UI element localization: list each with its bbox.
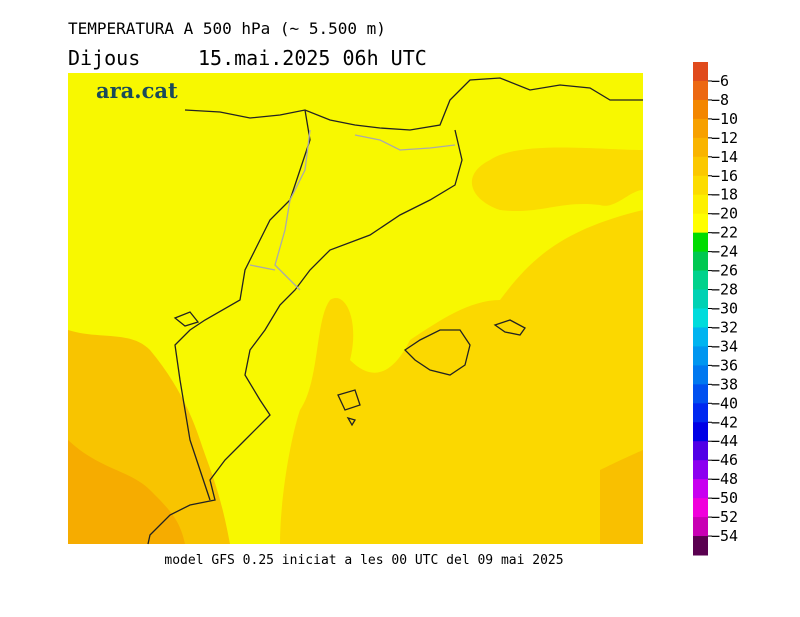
colorbar-segment: [693, 365, 708, 385]
colorbar-label: −12: [711, 129, 738, 147]
colorbar-segment: [693, 403, 708, 423]
colorbar-label: −38: [711, 375, 738, 393]
colorbar-label: −50: [711, 489, 738, 507]
day: Dijous: [68, 46, 140, 70]
colorbar-label: −6: [711, 72, 729, 90]
colorbar-segment: [693, 175, 708, 196]
colorbar-segment: [693, 498, 708, 518]
coastline: [147, 77, 643, 545]
colorbar-label: −8: [711, 91, 729, 109]
title: TEMPERATURA A 500 hPa (~ 5.500 m): [68, 19, 386, 38]
border: [249, 129, 456, 291]
colorbar-segment: [693, 156, 708, 177]
colorbar-segment: [693, 62, 708, 82]
colorbar-segment: [693, 232, 708, 253]
colorbar-segment: [693, 479, 708, 499]
field-area: [471, 147, 643, 212]
colorbar-segment: [693, 460, 708, 480]
colorbar-label: −28: [711, 281, 738, 299]
colorbar-segment: [693, 536, 708, 556]
field-area: [280, 210, 643, 544]
map: ara.cat: [68, 73, 643, 545]
colorbar-segment: [693, 80, 708, 101]
colorbar-segment: [693, 289, 708, 309]
colorbar-label: −30: [711, 300, 738, 318]
colorbar-label: −18: [711, 186, 738, 204]
colorbar-label: −24: [711, 243, 738, 261]
colorbar-label: −44: [711, 432, 738, 450]
field-area: [600, 450, 643, 544]
footer: model GFS 0.25 iniciat a les 00 UTC del …: [164, 553, 563, 568]
colorbar-segment: [693, 99, 708, 120]
colorbar-segment: [693, 327, 708, 347]
colorbar-label: −46: [711, 451, 738, 469]
colorbar-segment: [693, 118, 708, 139]
colorbar-label: −32: [711, 318, 738, 336]
colorbar-segment: [693, 517, 708, 537]
colorbar-label: −34: [711, 337, 738, 355]
colorbar-segment: [693, 422, 708, 442]
colorbar-segment: [693, 194, 708, 215]
field-area: [68, 440, 185, 544]
colorbar-label: −40: [711, 394, 738, 412]
colorbar-label: −14: [711, 148, 738, 166]
colorbar-segment: [693, 270, 708, 291]
colorbar-segment: [693, 384, 708, 404]
colorbar: −6−8−10−12−14−16−18−20−22−24−26−28−30−32…: [693, 62, 738, 556]
colorbar-segment: [693, 251, 708, 272]
colorbar-segment: [693, 308, 708, 328]
colorbar-segment: [693, 346, 708, 366]
colorbar-label: −20: [711, 205, 738, 223]
colorbar-label: −42: [711, 413, 738, 431]
colorbar-label: −10: [711, 110, 738, 128]
colorbar-segment: [693, 213, 708, 234]
logo: ara.cat: [96, 78, 178, 103]
colorbar-label: −54: [711, 527, 738, 545]
colorbar-label: −48: [711, 470, 738, 488]
colorbar-label: −16: [711, 167, 738, 185]
colorbar-label: −52: [711, 508, 738, 526]
colorbar-label: −22: [711, 224, 738, 242]
colorbar-segment: [693, 137, 708, 158]
colorbar-segment: [693, 441, 708, 461]
colorbar-label: −36: [711, 356, 738, 374]
colorbar-label: −26: [711, 262, 738, 280]
datetime: 15.mai.2025 06h UTC: [198, 46, 427, 70]
